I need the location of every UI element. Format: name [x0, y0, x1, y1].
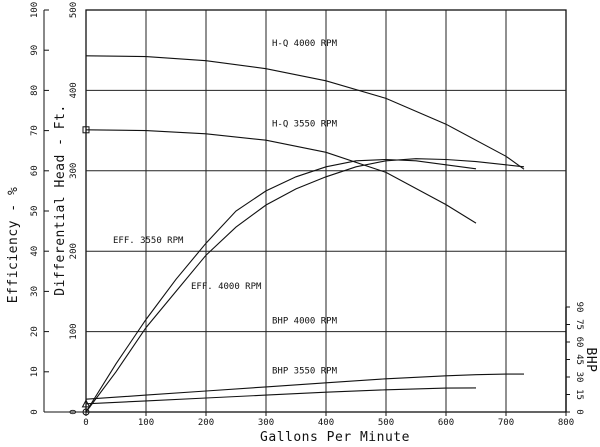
x-tick-label: 600 [438, 418, 454, 428]
square-marker [82, 126, 90, 134]
curve-annotation: H-Q 4000 RPM [272, 39, 338, 49]
curve-bhp-3550-rpm [85, 387, 477, 405]
curves [85, 55, 525, 413]
x-tick-label: 200 [198, 418, 214, 428]
x-axis-title: Gallons Per Minute [260, 430, 410, 445]
efficiency-tick-label: 80 [30, 85, 40, 96]
head-tick-label: 200 [69, 243, 79, 259]
head-axis-title: Differential Head - Ft. [53, 104, 68, 296]
efficiency-tick-label: 60 [30, 165, 40, 176]
head-tick-label: 0 [69, 409, 79, 414]
x-tick-label: 0 [83, 418, 88, 428]
origin-marker [82, 408, 90, 416]
triangle-marker [81, 399, 91, 408]
curve-annotation: EFF. 3550 RPM [113, 236, 184, 246]
efficiency-tick-label: 90 [30, 45, 40, 56]
curve-annotation: EFF. 4000 RPM [191, 282, 262, 292]
head-tick-label: 100 [69, 323, 79, 339]
x-tick-label: 500 [378, 418, 394, 428]
efficiency-tick-label: 0 [30, 409, 40, 414]
efficiency-axis-title: Efficiency - % [6, 187, 21, 304]
curve-h-q-3550-rpm [85, 129, 477, 224]
efficiency-tick-label: 40 [30, 246, 40, 257]
efficiency-tick-label: 70 [30, 125, 40, 136]
x-tick-label: 100 [138, 418, 154, 428]
bhp-tick-label: 45 [574, 354, 584, 365]
bhp-tick-label: 75 [574, 319, 584, 330]
head-tick-label: 300 [69, 163, 79, 179]
bhp-tick-label: 15 [574, 389, 584, 400]
curve-eff-4000-rpm [85, 158, 525, 413]
x-tick-label: 300 [258, 418, 274, 428]
bhp-tick-label: 90 [574, 302, 584, 313]
x-tick-label: 400 [318, 418, 334, 428]
efficiency-tick-label: 50 [30, 206, 40, 217]
efficiency-tick-label: 20 [30, 326, 40, 337]
curve-annotation: H-Q 3550 RPM [272, 120, 338, 130]
efficiency-tick-label: 100 [30, 2, 40, 18]
bhp-tick-label: 60 [574, 337, 584, 348]
curve-annotation: BHP 3550 RPM [272, 366, 338, 376]
tick-labels: 0 100 200 300 400 500 600 700 800010020030040050… [30, 2, 584, 428]
curve-markers [81, 126, 91, 416]
efficiency-tick-label: 30 [30, 286, 40, 297]
efficiency-tick-label: 10 [30, 366, 40, 377]
bhp-tick-label: 0 [574, 409, 584, 414]
curve-h-q-4000-rpm [85, 55, 525, 170]
head-tick-label: 400 [69, 82, 79, 98]
curve-annotation: BHP 4000 RPM [272, 317, 338, 327]
grid [43, 9, 570, 416]
bhp-axis-title: BHP [583, 348, 598, 373]
bhp-tick-label: 30 [574, 372, 584, 383]
curve-eff-3550-rpm [85, 158, 477, 413]
x-tick-label: 700 [498, 418, 514, 428]
curve-annotations: H-Q 4000 RPM H-Q 3550 RPM EFF. 3550 RPM EFF… [113, 39, 338, 376]
curve-bhp-4000-rpm [85, 373, 524, 400]
x-tick-label: 800 [558, 418, 574, 428]
head-tick-label: 500 [69, 2, 79, 18]
